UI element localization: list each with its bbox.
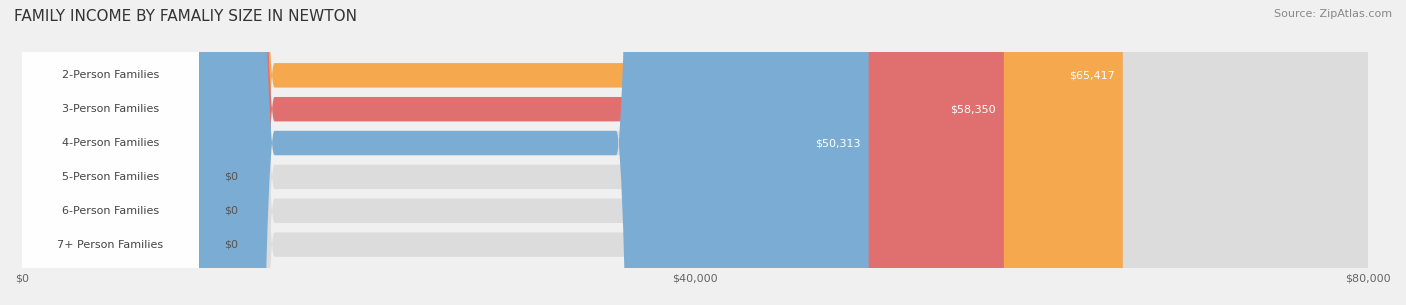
- Text: $0: $0: [224, 172, 238, 182]
- FancyBboxPatch shape: [22, 0, 1368, 305]
- FancyBboxPatch shape: [22, 0, 198, 305]
- FancyBboxPatch shape: [22, 0, 1368, 305]
- Text: 6-Person Families: 6-Person Families: [62, 206, 159, 216]
- Text: $0: $0: [224, 240, 238, 249]
- Text: FAMILY INCOME BY FAMALIY SIZE IN NEWTON: FAMILY INCOME BY FAMALIY SIZE IN NEWTON: [14, 9, 357, 24]
- Text: 4-Person Families: 4-Person Families: [62, 138, 159, 148]
- Text: $50,313: $50,313: [814, 138, 860, 148]
- FancyBboxPatch shape: [22, 0, 198, 305]
- FancyBboxPatch shape: [22, 0, 1368, 305]
- Text: 5-Person Families: 5-Person Families: [62, 172, 159, 182]
- Text: 3-Person Families: 3-Person Families: [62, 104, 159, 114]
- Text: 7+ Person Families: 7+ Person Families: [58, 240, 163, 249]
- Text: $65,417: $65,417: [1069, 70, 1115, 80]
- Text: Source: ZipAtlas.com: Source: ZipAtlas.com: [1274, 9, 1392, 19]
- FancyBboxPatch shape: [22, 0, 1004, 305]
- FancyBboxPatch shape: [22, 0, 198, 305]
- FancyBboxPatch shape: [22, 0, 198, 305]
- FancyBboxPatch shape: [22, 0, 198, 305]
- FancyBboxPatch shape: [22, 0, 1368, 305]
- Text: $58,350: $58,350: [950, 104, 995, 114]
- Text: $0: $0: [224, 206, 238, 216]
- Text: 2-Person Families: 2-Person Families: [62, 70, 159, 80]
- FancyBboxPatch shape: [22, 0, 198, 305]
- FancyBboxPatch shape: [22, 0, 1368, 305]
- FancyBboxPatch shape: [22, 0, 1123, 305]
- FancyBboxPatch shape: [22, 0, 1368, 305]
- FancyBboxPatch shape: [22, 0, 869, 305]
